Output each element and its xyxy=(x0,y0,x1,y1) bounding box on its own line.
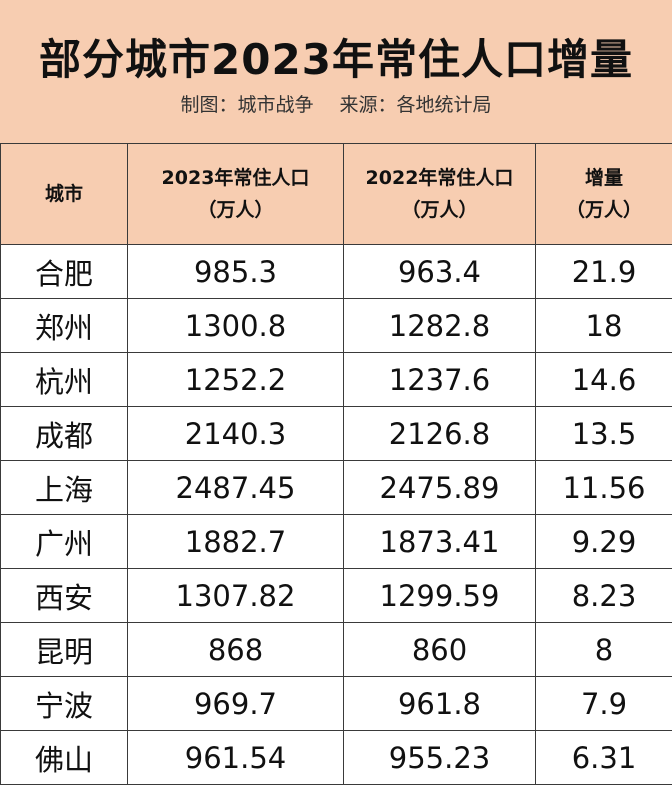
population-2022-cell: 963.4 xyxy=(344,245,536,299)
data-source-credit: 来源：各地统计局 xyxy=(340,94,492,116)
population-2022-cell: 1237.6 xyxy=(344,353,536,407)
page-title: 部分城市2023年常住人口增量 xyxy=(0,26,672,87)
population-2023-cell: 985.3 xyxy=(128,245,344,299)
population-2022-cell: 2126.8 xyxy=(344,407,536,461)
increase-cell: 8 xyxy=(536,623,672,677)
column-header-unit: （万人） xyxy=(128,194,343,226)
column-header-increase: 增量 （万人） xyxy=(536,144,672,245)
population-2023-cell: 2487.45 xyxy=(128,461,344,515)
population-2022-cell: 1873.41 xyxy=(344,515,536,569)
increase-cell: 7.9 xyxy=(536,677,672,731)
city-cell: 杭州 xyxy=(1,353,128,407)
table-row: 佛山 961.54 955.23 6.31 xyxy=(1,731,672,785)
population-2022-cell: 1299.59 xyxy=(344,569,536,623)
increase-cell: 8.23 xyxy=(536,569,672,623)
population-2023-cell: 1882.7 xyxy=(128,515,344,569)
increase-cell: 9.29 xyxy=(536,515,672,569)
column-header-label: 城市 xyxy=(45,183,83,205)
city-cell: 佛山 xyxy=(1,731,128,785)
increase-cell: 18 xyxy=(536,299,672,353)
population-2022-cell: 1282.8 xyxy=(344,299,536,353)
population-2023-cell: 868 xyxy=(128,623,344,677)
table-row: 郑州 1300.8 1282.8 18 xyxy=(1,299,672,353)
column-header-unit: （万人） xyxy=(536,194,672,226)
population-table: 城市 2023年常住人口 （万人） 2022年常住人口 （万人） 增量 （万人）… xyxy=(0,143,672,785)
table-row: 合肥 985.3 963.4 21.9 xyxy=(1,245,672,299)
table-row: 上海 2487.45 2475.89 11.56 xyxy=(1,461,672,515)
table-header-row: 城市 2023年常住人口 （万人） 2022年常住人口 （万人） 增量 （万人） xyxy=(1,144,672,245)
population-2022-cell: 2475.89 xyxy=(344,461,536,515)
subtitle: 制图：城市战争 来源：各地统计局 xyxy=(0,90,672,117)
population-2022-cell: 961.8 xyxy=(344,677,536,731)
increase-cell: 14.6 xyxy=(536,353,672,407)
column-header-unit: （万人） xyxy=(344,194,535,226)
increase-cell: 21.9 xyxy=(536,245,672,299)
population-2023-cell: 2140.3 xyxy=(128,407,344,461)
city-cell: 郑州 xyxy=(1,299,128,353)
city-cell: 昆明 xyxy=(1,623,128,677)
population-2023-cell: 1307.82 xyxy=(128,569,344,623)
column-header-label: 增量 xyxy=(536,162,672,194)
table-row: 杭州 1252.2 1237.6 14.6 xyxy=(1,353,672,407)
population-2023-cell: 1300.8 xyxy=(128,299,344,353)
increase-cell: 13.5 xyxy=(536,407,672,461)
column-header-label: 2022年常住人口 xyxy=(344,162,535,194)
population-2022-cell: 955.23 xyxy=(344,731,536,785)
column-header-2022-population: 2022年常住人口 （万人） xyxy=(344,144,536,245)
table-row: 成都 2140.3 2126.8 13.5 xyxy=(1,407,672,461)
population-2023-cell: 969.7 xyxy=(128,677,344,731)
city-cell: 上海 xyxy=(1,461,128,515)
increase-cell: 6.31 xyxy=(536,731,672,785)
table-row: 西安 1307.82 1299.59 8.23 xyxy=(1,569,672,623)
column-header-city: 城市 xyxy=(1,144,128,245)
population-2023-cell: 1252.2 xyxy=(128,353,344,407)
population-2023-cell: 961.54 xyxy=(128,731,344,785)
chart-maker-credit: 制图：城市战争 xyxy=(180,94,313,116)
increase-cell: 11.56 xyxy=(536,461,672,515)
column-header-label: 2023年常住人口 xyxy=(128,162,343,194)
title-banner: 部分城市2023年常住人口增量 制图：城市战争 来源：各地统计局 xyxy=(0,0,672,143)
city-cell: 广州 xyxy=(1,515,128,569)
table-row: 宁波 969.7 961.8 7.9 xyxy=(1,677,672,731)
city-cell: 成都 xyxy=(1,407,128,461)
table-row: 广州 1882.7 1873.41 9.29 xyxy=(1,515,672,569)
table-row: 昆明 868 860 8 xyxy=(1,623,672,677)
city-cell: 合肥 xyxy=(1,245,128,299)
city-cell: 宁波 xyxy=(1,677,128,731)
column-header-2023-population: 2023年常住人口 （万人） xyxy=(128,144,344,245)
population-2022-cell: 860 xyxy=(344,623,536,677)
city-cell: 西安 xyxy=(1,569,128,623)
